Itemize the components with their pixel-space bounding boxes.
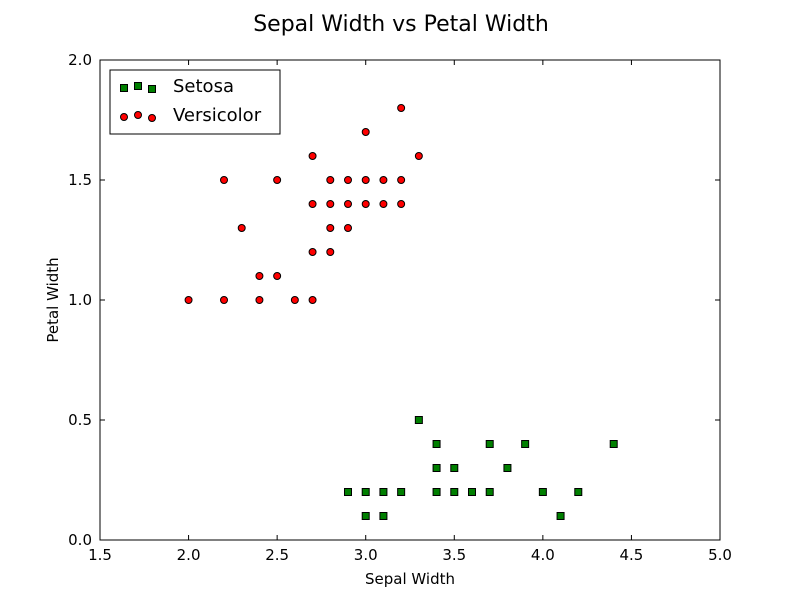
chart-title: Sepal Width vs Petal Width <box>253 12 549 37</box>
setosa-point <box>379 488 388 496</box>
y-tick-label: 2.0 <box>68 51 92 69</box>
setosa-point <box>432 440 441 448</box>
y-axis-label: Petal Width <box>44 257 62 342</box>
versicolor-point <box>290 296 299 304</box>
x-tick-label: 2.5 <box>265 546 289 564</box>
versicolor-point <box>326 224 335 232</box>
plot-frame <box>99 59 721 541</box>
x-tick-label: 3.0 <box>354 546 378 564</box>
versicolor-point <box>220 176 228 184</box>
versicolor-point <box>326 200 335 208</box>
versicolor-point <box>361 200 370 208</box>
setosa-point <box>344 488 352 496</box>
versicolor-point <box>344 176 352 184</box>
legend: Setosa Versicolor <box>109 69 281 135</box>
setosa-point <box>432 464 441 472</box>
versicolor-point <box>361 176 370 184</box>
versicolor-point <box>344 224 352 232</box>
x-tick-label: 3.5 <box>442 546 466 564</box>
legend-setosa-marker <box>120 84 128 92</box>
versicolor-point <box>273 176 282 184</box>
y-tick-label: 1.0 <box>68 291 92 309</box>
setosa-point <box>468 488 476 496</box>
versicolor-point <box>397 176 406 184</box>
setosa-point <box>379 512 388 520</box>
versicolor-point <box>326 248 335 256</box>
x-tick-label: 4.0 <box>531 546 555 564</box>
legend-versicolor-marker <box>120 113 128 121</box>
versicolor-point <box>379 200 388 208</box>
setosa-point <box>556 512 565 520</box>
versicolor-point <box>379 176 388 184</box>
y-tick-label: 0.5 <box>68 411 92 429</box>
setosa-point <box>397 488 406 496</box>
x-tick-label: 4.5 <box>619 546 643 564</box>
setosa-point <box>609 440 618 448</box>
y-tick-label: 1.5 <box>68 171 92 189</box>
x-tick-label: 1.5 <box>88 546 112 564</box>
setosa-point <box>503 464 512 472</box>
setosa-point <box>450 464 459 472</box>
versicolor-point <box>184 296 193 304</box>
versicolor-point <box>308 248 317 256</box>
setosa-point <box>574 488 583 496</box>
versicolor-point <box>237 224 246 232</box>
x-axis-label: Sepal Width <box>365 570 455 588</box>
versicolor-point <box>326 176 335 184</box>
legend-versicolor-marker <box>148 114 156 122</box>
versicolor-point <box>414 152 423 160</box>
setosa-point <box>450 488 459 496</box>
x-tick-label: 2.0 <box>177 546 201 564</box>
setosa-point <box>521 440 530 448</box>
versicolor-point <box>273 272 282 280</box>
x-tick-label: 5.0 <box>708 546 732 564</box>
setosa-point <box>432 488 441 496</box>
versicolor-point <box>308 200 317 208</box>
legend-label-setosa: Setosa <box>173 76 234 97</box>
versicolor-point <box>344 200 352 208</box>
legend-setosa-marker <box>148 85 156 93</box>
ticks-layer: 1.5 2.0 2.5 3.0 3.5 4.0 4.5 5.0 0.0 0.5 1.0 1.5 2.0 <box>68 51 732 564</box>
legend-setosa-marker <box>134 82 142 90</box>
versicolor-point <box>255 272 264 280</box>
setosa-point <box>485 488 494 496</box>
versicolor-point <box>220 296 228 304</box>
setosa-point <box>485 440 494 448</box>
versicolor-point <box>397 200 406 208</box>
legend-versicolor-marker <box>134 111 142 119</box>
setosa-point <box>361 512 370 520</box>
versicolor-point <box>361 128 370 136</box>
versicolor-point <box>308 296 317 304</box>
y-tick-label: 0.0 <box>68 531 92 549</box>
legend-label-versicolor: Versicolor <box>173 105 262 126</box>
versicolor-point <box>308 152 317 160</box>
setosa-point <box>414 416 423 424</box>
legend-box <box>109 69 281 135</box>
points-layer <box>184 104 618 520</box>
versicolor-point <box>255 296 264 304</box>
setosa-point <box>361 488 370 496</box>
versicolor-point <box>397 104 406 112</box>
setosa-point <box>538 488 547 496</box>
